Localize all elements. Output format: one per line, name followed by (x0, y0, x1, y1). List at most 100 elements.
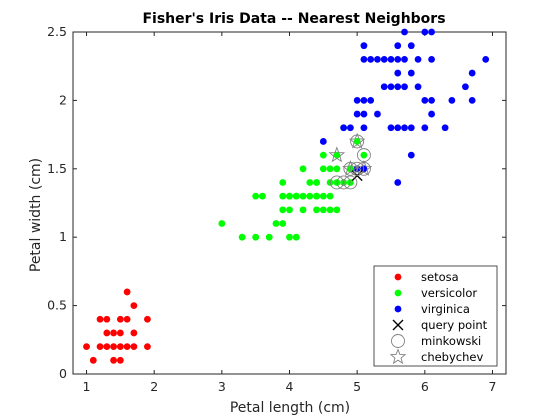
virginica-point (346, 124, 354, 132)
legend-item-virginica: virginica (394, 302, 470, 316)
virginica-point (468, 97, 476, 104)
series-versicolor (218, 124, 368, 241)
setosa-point (144, 343, 151, 351)
virginica-point (462, 83, 469, 91)
legend-item-minkowski: minkowski (391, 334, 481, 348)
setosa-point (116, 315, 124, 323)
virginica-point (353, 97, 361, 104)
virginica-point (353, 110, 361, 118)
virginica-point (428, 110, 435, 118)
x-tick-label: 3 (218, 379, 226, 394)
virginica-point (421, 124, 429, 132)
setosa-point (103, 329, 111, 337)
x-tick-label: 1 (83, 379, 91, 394)
versicolor-point (306, 192, 314, 200)
legend-label-virginica: virginica (421, 302, 470, 316)
setosa-point (130, 329, 138, 337)
x-tick-label: 7 (488, 379, 496, 394)
setosa-point (89, 356, 97, 364)
setosa-point (96, 343, 104, 351)
versicolor-point (259, 192, 266, 200)
setosa-point (116, 329, 124, 337)
virginica-point (482, 55, 490, 63)
versicolor-point (286, 192, 293, 200)
virginica-point (421, 28, 429, 36)
series-virginica (319, 28, 490, 186)
virginica-point (374, 55, 381, 63)
virginica-point (387, 55, 395, 63)
x-tick-label: 4 (286, 379, 294, 394)
versicolor-point (238, 233, 246, 241)
virginica-point (468, 69, 476, 77)
virginica-point (414, 83, 422, 91)
versicolor-point (279, 220, 287, 227)
legend-marker-setosa (394, 273, 402, 281)
versicolor-point (326, 206, 334, 214)
legend-box (373, 265, 498, 367)
virginica-point (394, 179, 402, 186)
versicolor-point (292, 192, 300, 200)
data-marks (83, 28, 490, 364)
minkowski-point (343, 175, 358, 190)
setosa-point (144, 315, 151, 323)
versicolor-point (299, 192, 307, 200)
versicolor-point (333, 165, 341, 173)
setosa-point (110, 343, 117, 351)
versicolor-point (319, 165, 327, 173)
versicolor-point (326, 192, 334, 200)
legend-item-versicolor: versicolor (394, 286, 477, 300)
axis-ticks: 1 2 3 4 5 6 7 0 0.5 1 1.5 2 2.5 (47, 24, 506, 394)
chebychev-point (348, 132, 366, 149)
virginica-point (360, 55, 368, 63)
versicolor-point (279, 206, 287, 214)
virginica-point (367, 97, 375, 104)
legend: setosa versicolor virginica query point mink… (373, 265, 498, 367)
setosa-point (123, 343, 131, 351)
virginica-point (394, 124, 402, 132)
virginica-point (387, 83, 395, 91)
x-axis-label: Petal length (cm) (230, 400, 350, 416)
chart-title: Fisher's Iris Data -- Nearest Neighbors (142, 11, 445, 27)
virginica-point (319, 138, 327, 145)
y-tick-label: 1 (59, 229, 67, 244)
versicolor-point (319, 192, 327, 200)
versicolor-point (313, 179, 320, 186)
virginica-point (428, 28, 435, 36)
versicolor-point (313, 206, 320, 214)
y-tick-label: 0.5 (47, 298, 67, 313)
y-tick-label: 0 (59, 366, 67, 381)
x-tick-label: 5 (353, 379, 361, 394)
setosa-point (96, 315, 104, 323)
y-tick-label: 2 (59, 92, 67, 107)
virginica-point (441, 124, 449, 132)
chebychev-point (355, 160, 373, 176)
virginica-point (401, 83, 408, 91)
setosa-point (116, 356, 124, 364)
versicolor-point (360, 151, 368, 159)
virginica-point (360, 42, 368, 50)
versicolor-point (313, 192, 320, 200)
setosa-point (103, 343, 111, 351)
versicolor-point (353, 138, 361, 145)
virginica-point (428, 97, 435, 104)
setosa-point (103, 315, 111, 323)
chebychev-point (342, 160, 359, 176)
versicolor-point (252, 233, 260, 241)
legend-marker-query-point (392, 319, 404, 331)
x-tick-label: 6 (421, 379, 429, 394)
versicolor-point (299, 165, 307, 173)
legend-item-setosa: setosa (394, 270, 459, 284)
y-tick-label: 1.5 (47, 161, 67, 176)
legend-label-versicolor: versicolor (421, 286, 477, 300)
versicolor-point (265, 233, 273, 241)
x-tick-label: 2 (150, 379, 158, 394)
virginica-point (407, 42, 415, 50)
setosa-point (130, 343, 138, 351)
y-tick-label: 2.5 (47, 24, 67, 39)
virginica-point (380, 83, 388, 91)
virginica-point (380, 55, 388, 63)
versicolor-point (319, 206, 327, 214)
legend-marker-versicolor (394, 289, 402, 297)
virginica-point (401, 124, 408, 132)
